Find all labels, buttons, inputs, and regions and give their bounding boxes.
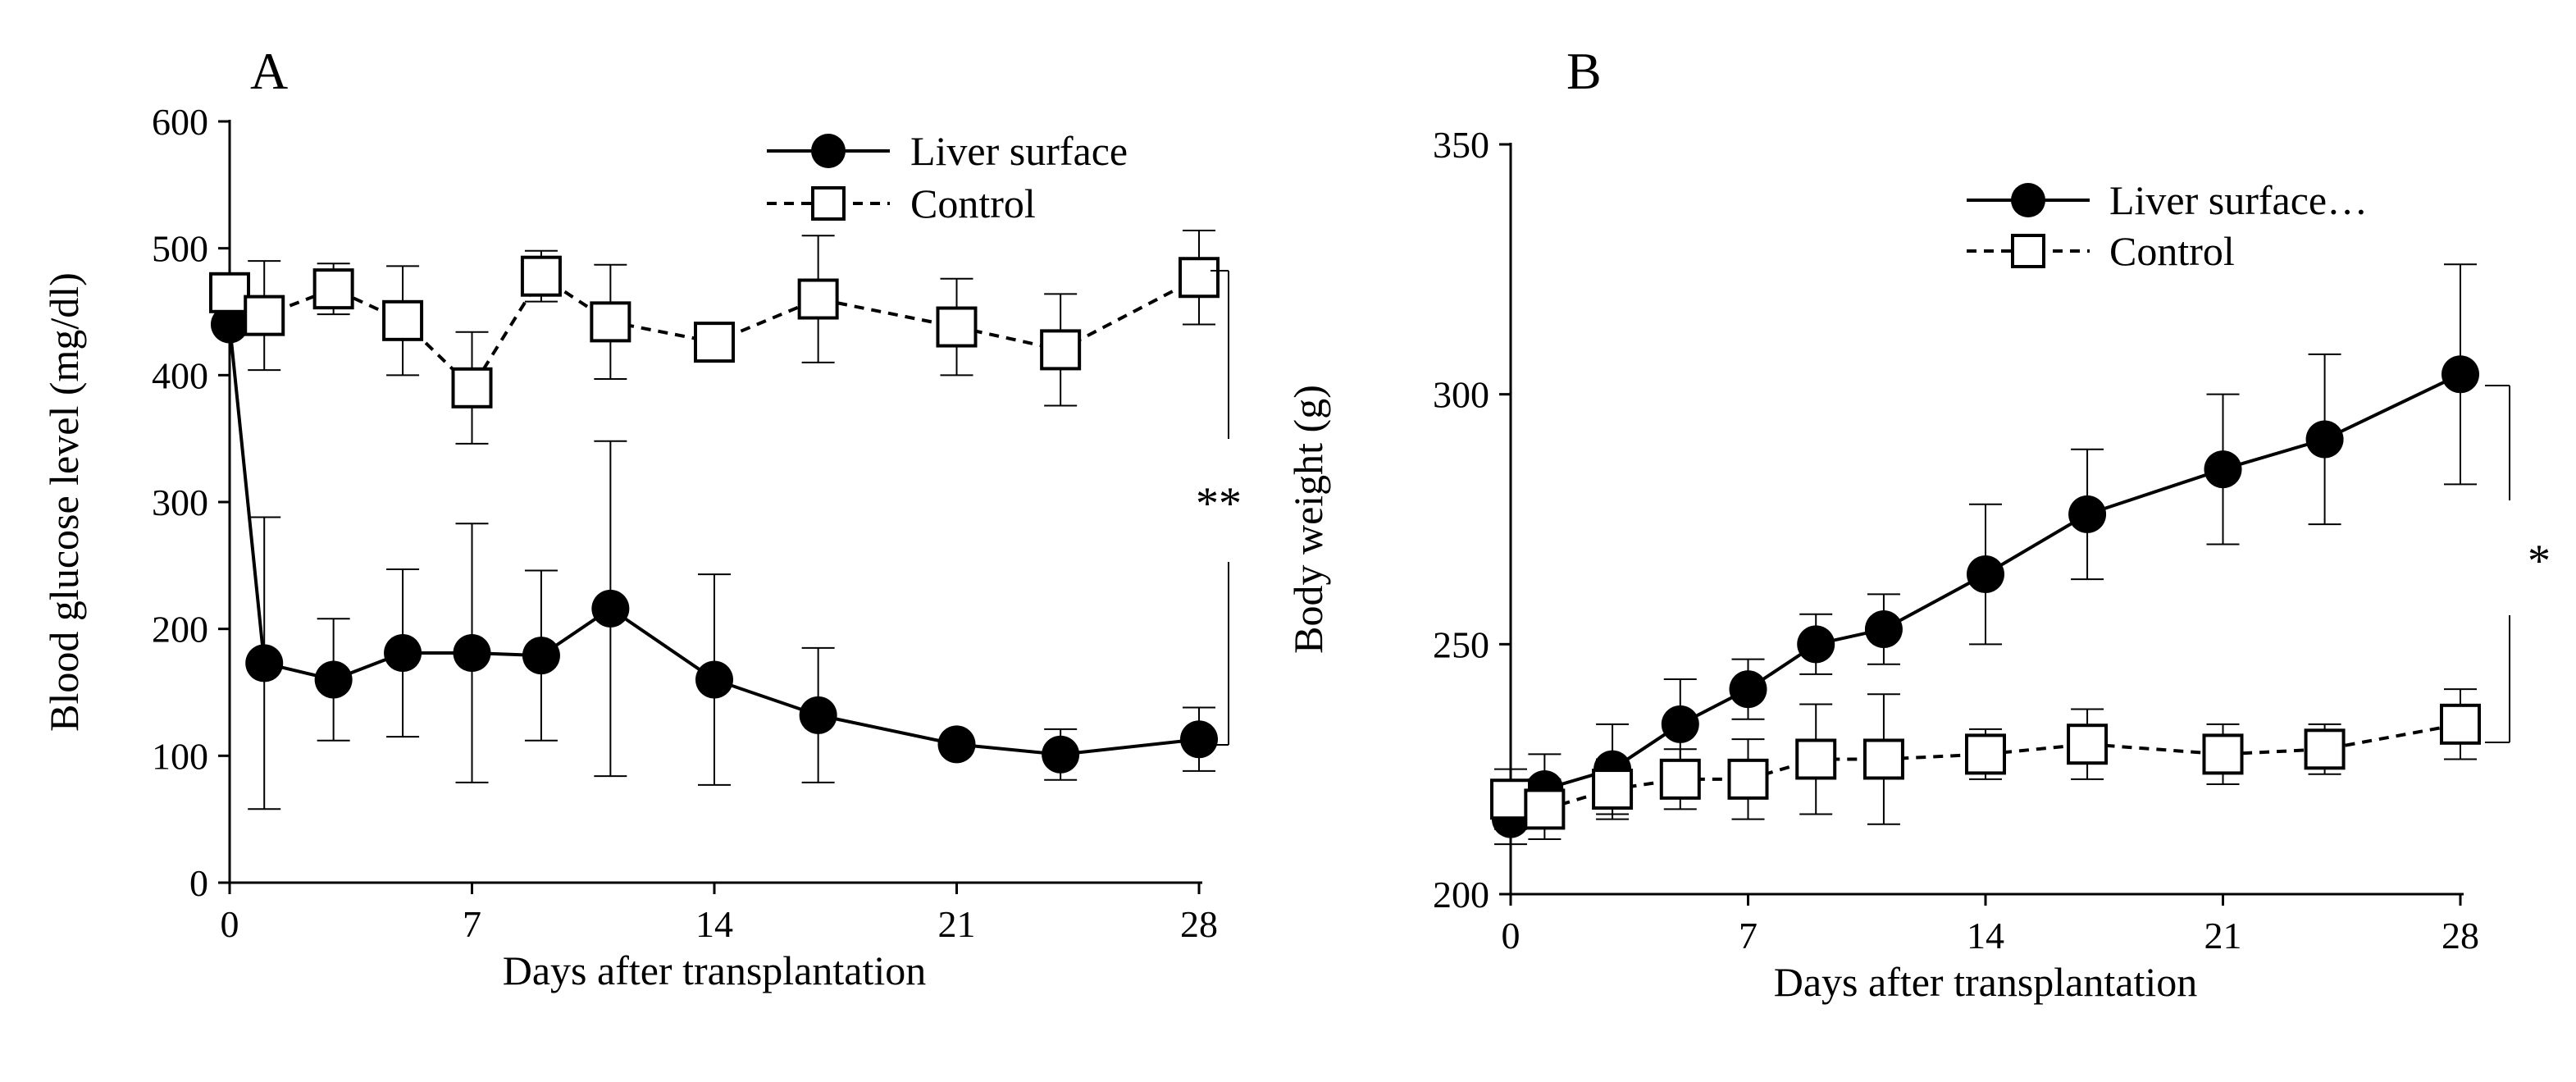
- data-point: [520, 255, 562, 297]
- y-tick-label: 500: [152, 228, 208, 270]
- data-point: [1727, 758, 1769, 800]
- data-point: [1661, 705, 1699, 743]
- x-tick-label: 14: [695, 903, 733, 945]
- data-point: [937, 725, 976, 764]
- data-point: [1042, 735, 1080, 774]
- legend-label: Liver surface: [910, 128, 1128, 174]
- x-axis-label: Days after transplantation: [503, 947, 926, 993]
- data-point: [384, 634, 422, 673]
- chart-panel-b: B 200 250 300 350 0 7 14 21 28 Days after transpla…: [1285, 42, 2551, 1005]
- data-point: [453, 634, 491, 673]
- data-point: [1524, 788, 1566, 830]
- data-point: [1040, 329, 1082, 371]
- data-point: [2068, 495, 2107, 533]
- y-tick-label: 100: [152, 735, 208, 777]
- x-axis-label: Days after transplantation: [1774, 959, 2197, 1005]
- significance-label: **: [1196, 478, 1242, 529]
- y-tick-label: 250: [1433, 623, 1489, 665]
- data-point: [1179, 257, 1220, 299]
- legend: Liver surface… Control: [1967, 177, 2368, 274]
- data-point: [312, 268, 354, 310]
- y-tick-label: 0: [189, 862, 208, 904]
- data-point: [2442, 355, 2479, 394]
- data-point: [209, 272, 250, 313]
- data-point: [1965, 733, 2006, 775]
- data-point: [695, 660, 733, 699]
- series-1: [209, 230, 1220, 445]
- x-tick-label: 28: [1180, 903, 1218, 945]
- data-point: [1795, 738, 1837, 780]
- x-tick-label: 0: [1502, 915, 1521, 956]
- legend-marker: [811, 134, 846, 168]
- panel-letter: B: [1566, 42, 1602, 100]
- x-tick-label: 28: [2442, 915, 2479, 956]
- data-point: [1659, 758, 1701, 800]
- legend-marker: [2011, 234, 2045, 268]
- data-point: [1967, 555, 2004, 594]
- data-point: [211, 305, 248, 344]
- y-tick-label: 300: [152, 482, 208, 523]
- data-point: [522, 637, 560, 675]
- y-axis-label: Body weight (g): [1285, 385, 1331, 654]
- y-tick-label: 200: [152, 609, 208, 651]
- data-point: [2067, 724, 2109, 765]
- data-point: [1490, 778, 1531, 820]
- x-tick-label: 14: [1967, 915, 2004, 956]
- significance-bracket: *: [2485, 385, 2551, 743]
- data-point: [936, 306, 978, 348]
- data-point: [591, 589, 630, 628]
- legend-label: Liver surface…: [2109, 177, 2368, 223]
- y-axis-label: Blood glucose level (mg/dl): [41, 272, 87, 732]
- data-point: [2440, 703, 2481, 745]
- legend-label: Control: [910, 180, 1036, 226]
- data-point: [2202, 733, 2244, 775]
- data-point: [694, 322, 735, 363]
- data-point: [590, 301, 631, 343]
- data-point: [1862, 738, 1904, 780]
- x-tick-label: 21: [938, 903, 976, 945]
- x-tick-label: 7: [463, 903, 481, 945]
- y-tick-label: 300: [1433, 374, 1489, 416]
- data-point: [2305, 420, 2344, 459]
- data-point: [244, 294, 285, 336]
- significance-label: *: [2528, 536, 2551, 587]
- significance-bracket: **: [1196, 270, 1242, 746]
- data-point: [797, 278, 839, 320]
- data-point: [1797, 625, 1835, 664]
- data-point: [2204, 450, 2242, 489]
- x-tick-label: 0: [221, 903, 239, 945]
- data-point: [1864, 610, 1903, 649]
- series-0: [211, 305, 1218, 810]
- y-tick-label: 200: [1433, 874, 1489, 915]
- legend-label: Control: [2109, 228, 2235, 274]
- data-point: [451, 367, 493, 409]
- y-tick-label: 400: [152, 354, 208, 396]
- series-1: [1490, 688, 2481, 840]
- data-point: [314, 660, 353, 699]
- data-point: [245, 644, 284, 683]
- y-tick-label: 350: [1433, 124, 1489, 166]
- data-point: [382, 299, 424, 341]
- legend-marker: [2011, 183, 2045, 217]
- data-point: [1592, 769, 1634, 810]
- data-point: [799, 696, 837, 734]
- legend: Liver surface Control: [767, 128, 1128, 226]
- panel-letter: A: [250, 42, 288, 100]
- y-tick-label: 600: [152, 101, 208, 143]
- chart-panel-a: A 0 100 200 300 400 500 600 0 7 14 21 28 Days after t…: [41, 42, 1242, 993]
- data-point: [1729, 670, 1767, 709]
- x-tick-label: 7: [1739, 915, 1758, 956]
- legend-marker: [811, 186, 846, 221]
- data-point: [1180, 720, 1218, 759]
- data-point: [2304, 728, 2346, 770]
- x-tick-label: 21: [2204, 915, 2242, 956]
